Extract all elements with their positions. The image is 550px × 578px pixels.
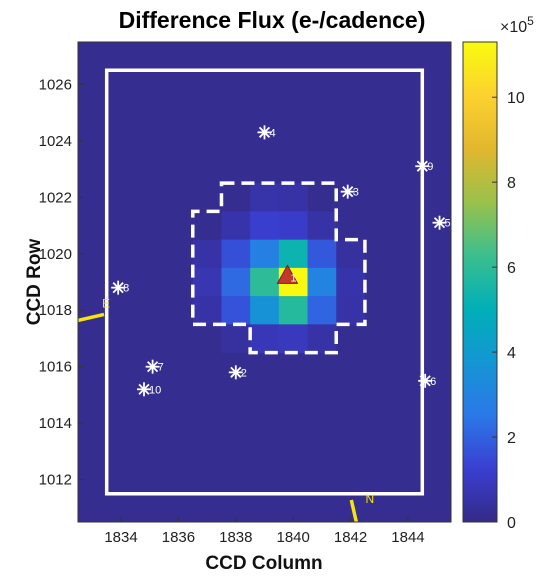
star-label: 6 — [430, 376, 436, 388]
star-marker: 7 — [145, 359, 164, 374]
colorbar-tick-label: 4 — [507, 345, 516, 362]
heatmap-pixel — [250, 324, 280, 354]
star-marker: 5 — [432, 215, 451, 230]
heatmap-pixel — [336, 239, 366, 269]
heatmap-pixel — [221, 296, 251, 325]
y-axis-ticks: 1012 1014 1016 1018 1020 1022 1024 1026 — [39, 76, 83, 489]
compass-arrow — [78, 312, 105, 323]
colorbar-tick-label: 2 — [507, 430, 516, 447]
star-marker: 9 — [415, 159, 433, 174]
heatmap-pixel — [250, 267, 280, 297]
plot-frame — [77, 41, 452, 523]
star-label: 3 — [353, 187, 359, 199]
optimal-aperture-outline — [191, 181, 367, 355]
heatmap-pixel — [307, 296, 337, 325]
heatmap-pixel — [250, 211, 280, 241]
target-marker — [276, 264, 299, 284]
heatmap-pixel — [221, 267, 251, 297]
star-marker: 2 — [228, 365, 247, 380]
y-tick-label: 1014 — [39, 415, 72, 432]
colorbar — [462, 41, 498, 523]
heatmap-pixel — [278, 183, 309, 212]
heatmap-pixel — [250, 296, 280, 325]
star-label: 2 — [241, 367, 247, 379]
y-tick-label: 1022 — [39, 189, 72, 206]
heatmap-pixel — [221, 324, 251, 354]
y-tick-label: 1016 — [39, 359, 72, 376]
x-tick-label: 1840 — [277, 529, 310, 546]
y-tick-label: 1020 — [39, 246, 72, 263]
star-markers: 4 9 3 5 8 7 2 6 10 — [111, 125, 451, 397]
heatmap-pixel — [307, 211, 337, 241]
star-label: 9 — [427, 161, 433, 173]
star-label: 7 — [158, 362, 164, 374]
star-marker: 8 — [111, 280, 129, 295]
heatmap-pixel — [336, 296, 366, 325]
heatmap-pixel — [278, 211, 309, 241]
heatmap-pixel — [278, 324, 309, 354]
heatmap-pixel — [336, 267, 366, 297]
heatmap-pixel — [192, 267, 222, 297]
heatmap-pixel — [192, 296, 222, 325]
heatmap-pixels — [192, 183, 366, 354]
y-tick-label: 1026 — [39, 76, 72, 93]
heatmap-pixel — [192, 239, 222, 269]
heatmap-pixel — [221, 239, 251, 269]
colorbar-ticks: 0 2 4 6 8 10 — [492, 90, 525, 532]
star-label: 5 — [445, 218, 451, 230]
x-tick-label: 1842 — [334, 529, 367, 546]
heatmap-pixel — [221, 211, 251, 241]
chart-title: Difference Flux (e-/cadence) — [119, 7, 426, 33]
heatmap-pixel — [307, 267, 337, 297]
outer-aperture-box — [104, 68, 425, 496]
colorbar-tick-label: 0 — [507, 515, 516, 532]
heatmap-pixel — [250, 239, 280, 269]
compass-arrows: EN — [78, 296, 374, 522]
compass-label: N — [365, 492, 374, 506]
heatmap-pixel — [250, 183, 280, 212]
colorbar-tick-label: 8 — [507, 175, 516, 192]
colorbar-tick-label: 6 — [507, 260, 516, 277]
y-axis-label: CCD Row — [24, 239, 45, 326]
compass-arrow — [349, 499, 359, 522]
colorbar-tick-label: 10 — [507, 90, 525, 107]
star-marker: 3 — [340, 184, 359, 199]
star-marker: 6 — [418, 373, 436, 388]
x-tick-label: 1834 — [104, 529, 137, 546]
y-tick-label: 1018 — [39, 302, 72, 319]
y-tick-label: 1012 — [39, 472, 72, 489]
star-label: 10 — [149, 384, 161, 396]
colorbar-exponent: ×105 — [500, 14, 534, 36]
star-marker: 10 — [136, 382, 161, 397]
heatmap-pixel — [307, 239, 337, 269]
compass-label: E — [102, 296, 110, 310]
star-label: 8 — [123, 283, 129, 295]
x-tick-label: 1844 — [391, 529, 424, 546]
heatmap-pixel — [307, 324, 337, 354]
star-label: 4 — [270, 127, 276, 139]
target-label: 1 — [290, 272, 296, 284]
star-marker: 4 — [257, 125, 276, 140]
x-axis-label: CCD Column — [205, 553, 322, 574]
x-tick-label: 1838 — [219, 529, 252, 546]
target-marker-group: 1 — [276, 264, 299, 284]
y-tick-label: 1024 — [39, 133, 72, 150]
x-axis-ticks: 1834 1836 1838 1840 1842 1844 — [104, 517, 425, 546]
x-tick-label: 1836 — [162, 529, 195, 546]
heatmap-pixel — [278, 239, 309, 269]
heatmap-pixel — [278, 296, 309, 325]
